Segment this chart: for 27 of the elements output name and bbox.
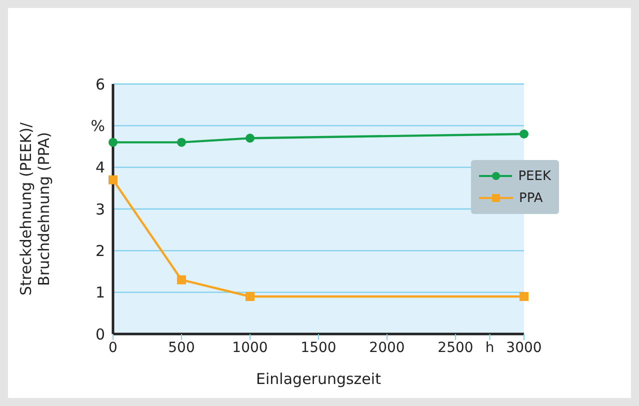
point — [108, 138, 118, 147]
point — [520, 130, 528, 138]
x-tick-label: 1000 — [232, 340, 268, 356]
x-axis-title: Einlagerungszeit — [256, 370, 382, 388]
legend-label: PPA — [519, 190, 543, 206]
y-tick-label: 2 — [95, 242, 105, 260]
y-axis-title: Streckdehnung (PEEK)/ Bruchdehnung (PPA) — [17, 122, 53, 296]
x-tick-label: 1500 — [300, 340, 336, 356]
x-tick-label: 0 — [108, 340, 118, 356]
y-tick-label: 3 — [95, 200, 105, 218]
x-tick-label: 2000 — [369, 340, 405, 356]
x-tick-label: 3000 — [506, 340, 542, 356]
x-tick-label: h — [485, 340, 494, 356]
x-tick-label: 2500 — [438, 340, 474, 356]
x-tick-label: 500 — [168, 340, 195, 356]
point — [246, 292, 254, 301]
point — [177, 138, 186, 147]
y-tick-label: 6 — [95, 75, 105, 94]
y-tick-label: 4 — [95, 158, 105, 177]
point — [520, 292, 528, 301]
y-tick-label: % — [90, 116, 105, 135]
y-tick-label: 0 — [95, 325, 105, 344]
point — [177, 275, 186, 284]
point — [108, 175, 118, 184]
point — [246, 134, 254, 143]
legend-label: PEEK — [518, 168, 551, 184]
y-tick-label: 1 — [95, 284, 105, 302]
